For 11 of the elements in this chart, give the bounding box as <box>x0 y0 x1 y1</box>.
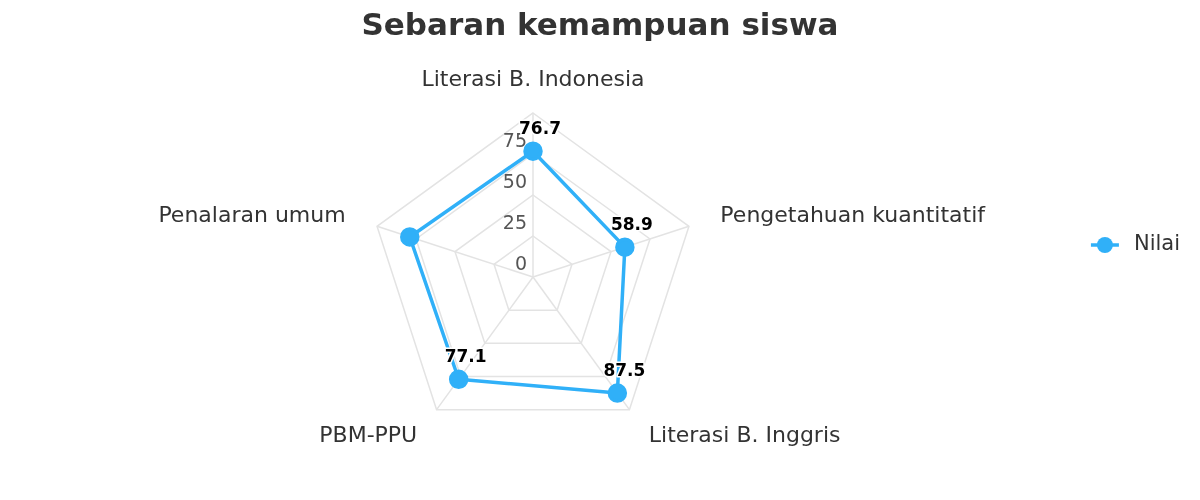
data-label: 58.9 <box>610 213 653 234</box>
y-tick-label: 25 <box>502 210 527 233</box>
spoke-label: Pengetahuan kuantitatif <box>720 201 987 227</box>
spoke-label: Literasi B. Indonesia <box>421 65 645 91</box>
chart-title: Sebaran kemampuan siswa <box>361 6 839 43</box>
y-tick-label: 50 <box>502 169 527 192</box>
spoke-label: Penalaran umum <box>158 201 346 227</box>
spoke-label: PBM-PPU <box>319 422 418 448</box>
y-tick-label: 0 <box>514 251 527 274</box>
spoke-label: Literasi B. Inggris <box>648 422 841 448</box>
legend-label: Nilai <box>1133 231 1181 256</box>
